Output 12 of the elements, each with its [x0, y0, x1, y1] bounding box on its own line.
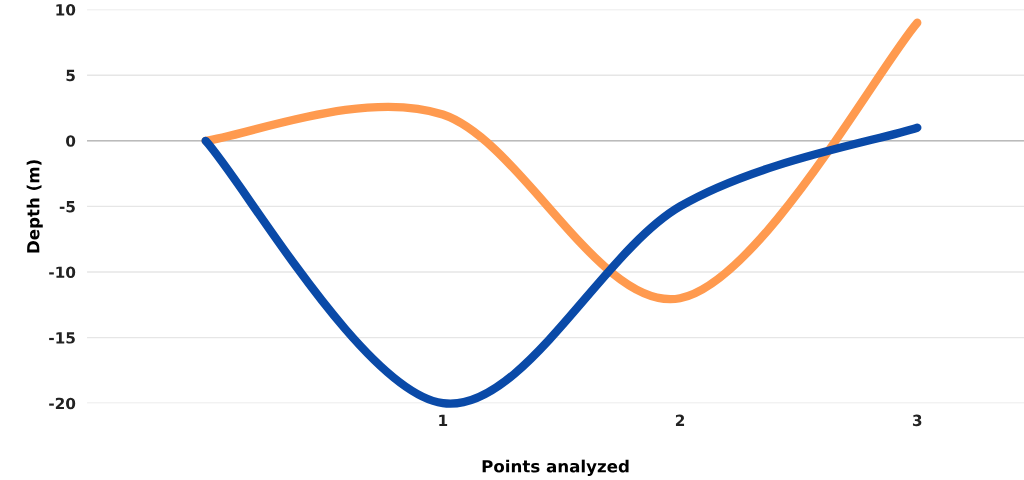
y-tick-label: -15 [49, 332, 75, 344]
x-tick-label: 3 [912, 414, 922, 427]
y-tick-label: -5 [59, 201, 75, 213]
y-tick-label: -10 [49, 266, 76, 279]
y-tick-label: 5 [66, 69, 75, 82]
y-tick-label: 10 [56, 4, 76, 16]
x-axis-title: Points analyzed [482, 459, 629, 476]
y-axis-title: Depth (m) [26, 160, 43, 253]
x-tick-label: 1 [439, 414, 448, 426]
x-tick-label: 2 [675, 414, 685, 426]
y-tick-label: 0 [66, 135, 76, 147]
y-tick-label: -20 [49, 397, 76, 410]
